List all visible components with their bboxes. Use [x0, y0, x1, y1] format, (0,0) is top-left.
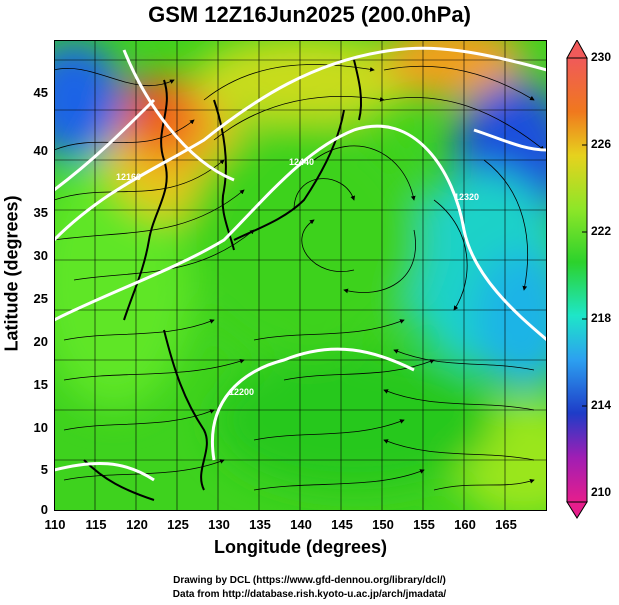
colorbar	[565, 38, 589, 525]
x-tick-label: 145	[331, 517, 353, 532]
graticule	[54, 40, 547, 511]
map-plot: 12160 12440 12200 12320	[54, 40, 547, 511]
x-tick-label: 150	[372, 517, 394, 532]
y-tick-label: 15	[33, 377, 48, 392]
x-tick-label: 140	[290, 517, 312, 532]
colorbar-label: 230	[591, 50, 612, 64]
colorbar-label: 214	[591, 398, 612, 412]
chart-title: GSM 12Z16Jun2025 (200.0hPa)	[148, 2, 471, 27]
credit-line: Data from http://database.rish.kyoto-u.a…	[172, 589, 447, 600]
colorbar-label: 226	[591, 137, 612, 151]
credit-line: Drawing by DCL (https://www.gfd-dennou.o…	[173, 575, 446, 586]
x-tick-label: 160	[454, 517, 476, 532]
colorbar-min-arrow	[566, 501, 588, 519]
map-canvas: 12160 12440 12200 12320	[54, 40, 547, 511]
y-tick-label: 30	[33, 248, 48, 263]
colorbar-gradient	[566, 57, 588, 503]
contour-label-4: 12320	[454, 192, 479, 202]
colorbar-label: 222	[591, 224, 612, 238]
y-tick-label: 25	[33, 291, 48, 306]
y-tick-label: 40	[33, 143, 48, 158]
y-tick-label: 35	[33, 205, 48, 220]
x-tick-label: 130	[208, 517, 230, 532]
contour-labels: 12160 12440 12200 12320	[116, 157, 479, 397]
x-tick-label: 135	[249, 517, 271, 532]
contour-label-2: 12440	[289, 157, 314, 167]
colorbar-label: 218	[591, 311, 612, 325]
y-tick-label: 10	[33, 420, 48, 435]
y-tick-label: 5	[40, 462, 48, 477]
x-tick-label: 125	[167, 517, 189, 532]
contour-label-1: 12160	[116, 172, 141, 182]
contour-label-3: 12200	[229, 387, 254, 397]
colorbar-ticks	[582, 144, 587, 407]
y-tick-label: 0	[40, 502, 48, 517]
colorbar-scale	[566, 38, 588, 519]
y-axis-label: Latitude (degrees)	[1, 195, 22, 352]
x-tick-label: 115	[85, 517, 107, 532]
colorbar-max-arrow	[566, 38, 588, 59]
colorbar-label: 210	[591, 485, 612, 499]
x-axis-label: Longitude (degrees)	[213, 537, 387, 557]
y-tick-label: 45	[33, 85, 48, 100]
x-tick-label: 110	[44, 517, 66, 532]
x-tick-label: 120	[126, 517, 148, 532]
y-tick-label: 20	[33, 334, 48, 349]
height-contours	[54, 46, 547, 482]
x-tick-label: 165	[495, 517, 517, 532]
x-tick-label: 155	[413, 517, 435, 532]
